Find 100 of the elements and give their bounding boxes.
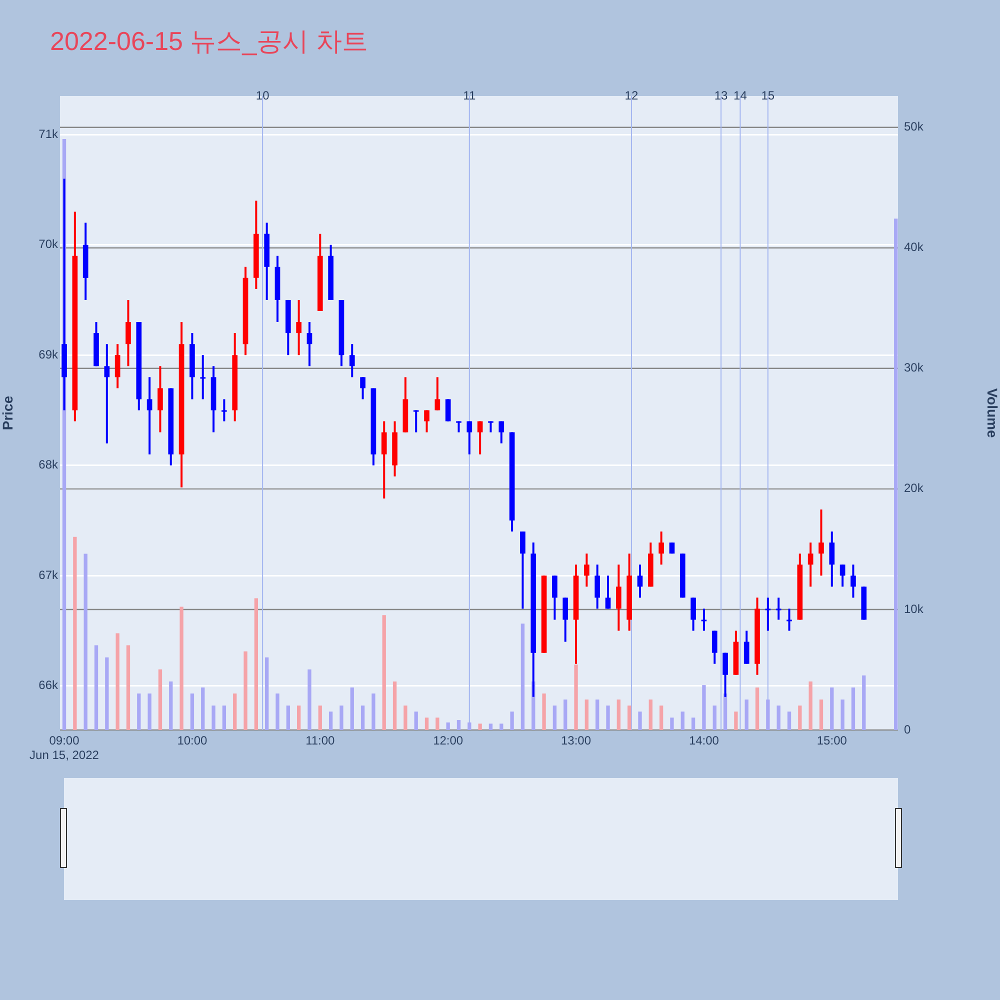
candlestick <box>712 630 718 665</box>
bar <box>360 706 365 730</box>
bar <box>702 685 706 730</box>
bar <box>382 615 386 730</box>
bar <box>392 681 397 730</box>
candlestick <box>808 542 814 588</box>
candlestick <box>552 574 558 621</box>
bar <box>436 718 440 730</box>
bar <box>328 712 333 730</box>
bar <box>94 645 98 730</box>
candlestick <box>146 376 152 456</box>
x-tick-label: 11:00 <box>306 734 336 748</box>
bar <box>265 657 269 730</box>
bar <box>564 700 568 730</box>
bar <box>894 218 898 730</box>
bar <box>734 712 738 730</box>
bar <box>840 700 844 730</box>
candlestick <box>658 530 664 566</box>
candlestick <box>829 530 835 588</box>
x-tick-label: 15:00 <box>816 734 848 748</box>
chart-title: 2022-06-15 뉴스_공시 차트 <box>50 25 368 58</box>
y-tick-label: 71k <box>38 126 59 141</box>
candlestick <box>498 420 504 444</box>
bar <box>468 722 472 730</box>
x-tick-label: 10:00 <box>177 734 208 748</box>
bar <box>712 706 716 730</box>
bar <box>510 712 514 730</box>
candlestick <box>158 365 163 434</box>
candlestick <box>381 420 387 500</box>
bar <box>478 724 482 730</box>
bar <box>766 700 770 730</box>
candlestick <box>616 564 622 632</box>
bar <box>340 706 344 730</box>
x-tick-label: 14:00 <box>688 734 720 748</box>
bar <box>606 706 610 730</box>
bar <box>169 681 173 730</box>
bar <box>233 694 237 730</box>
bar <box>158 669 162 730</box>
y-tick-label: 69k <box>38 347 59 362</box>
y-tick-label: 68k <box>38 458 59 472</box>
ref-line-label: 13 <box>714 88 728 102</box>
y2-tick-label: 50k <box>904 120 924 134</box>
candlestick <box>840 564 846 588</box>
bar <box>798 706 802 730</box>
candlestick <box>701 608 707 632</box>
candlestick <box>818 508 824 577</box>
ref-line-label: 10 <box>256 88 270 102</box>
bar <box>862 675 866 730</box>
bar <box>596 700 600 730</box>
bar <box>446 722 450 730</box>
x-tick-label: 13:00 <box>561 734 592 748</box>
candlestick <box>200 354 206 400</box>
y2-tick-label: 40k <box>904 240 924 254</box>
bar <box>404 706 408 730</box>
candlestick <box>114 343 120 390</box>
bar <box>830 687 834 730</box>
candlestick <box>637 564 643 599</box>
ref-line-label: 12 <box>624 88 638 102</box>
y-tick-label: 70k <box>38 237 59 252</box>
candlestick <box>765 596 771 632</box>
candlestick <box>744 630 750 665</box>
bar <box>552 706 557 730</box>
bar <box>851 687 856 730</box>
bar <box>574 664 578 730</box>
bar <box>276 694 280 730</box>
bar <box>723 694 728 730</box>
candlestick <box>413 409 419 434</box>
ref-line-label: 14 <box>734 88 748 102</box>
y2-tick-label: 10k <box>904 602 924 616</box>
y-axis-title: Price <box>0 396 16 430</box>
bar <box>819 700 824 730</box>
bar <box>755 687 760 730</box>
bar <box>105 657 109 730</box>
candlestick <box>786 608 792 632</box>
bar <box>808 681 812 730</box>
candlestick <box>520 530 526 610</box>
bar <box>84 554 88 730</box>
x-tick-label: 12:00 <box>433 734 464 748</box>
bar <box>628 706 632 730</box>
bar <box>222 706 226 730</box>
bar <box>212 706 216 730</box>
y-tick-label: 67k <box>38 568 59 582</box>
bar <box>648 700 652 730</box>
candlestick <box>434 376 440 412</box>
bar <box>520 624 525 730</box>
bar <box>542 694 546 730</box>
bar <box>350 687 354 730</box>
bar <box>414 712 418 730</box>
bar <box>670 718 674 730</box>
ref-line-label: 11 <box>463 88 476 102</box>
bar <box>148 694 152 730</box>
candlestick <box>126 298 131 368</box>
candlestick <box>349 343 355 378</box>
bar <box>116 633 120 730</box>
candlestick <box>296 298 302 356</box>
bar <box>616 700 620 730</box>
y-tick-label: 66k <box>38 678 59 692</box>
candlestick <box>776 596 782 621</box>
bar <box>584 700 589 730</box>
bar <box>659 706 664 730</box>
